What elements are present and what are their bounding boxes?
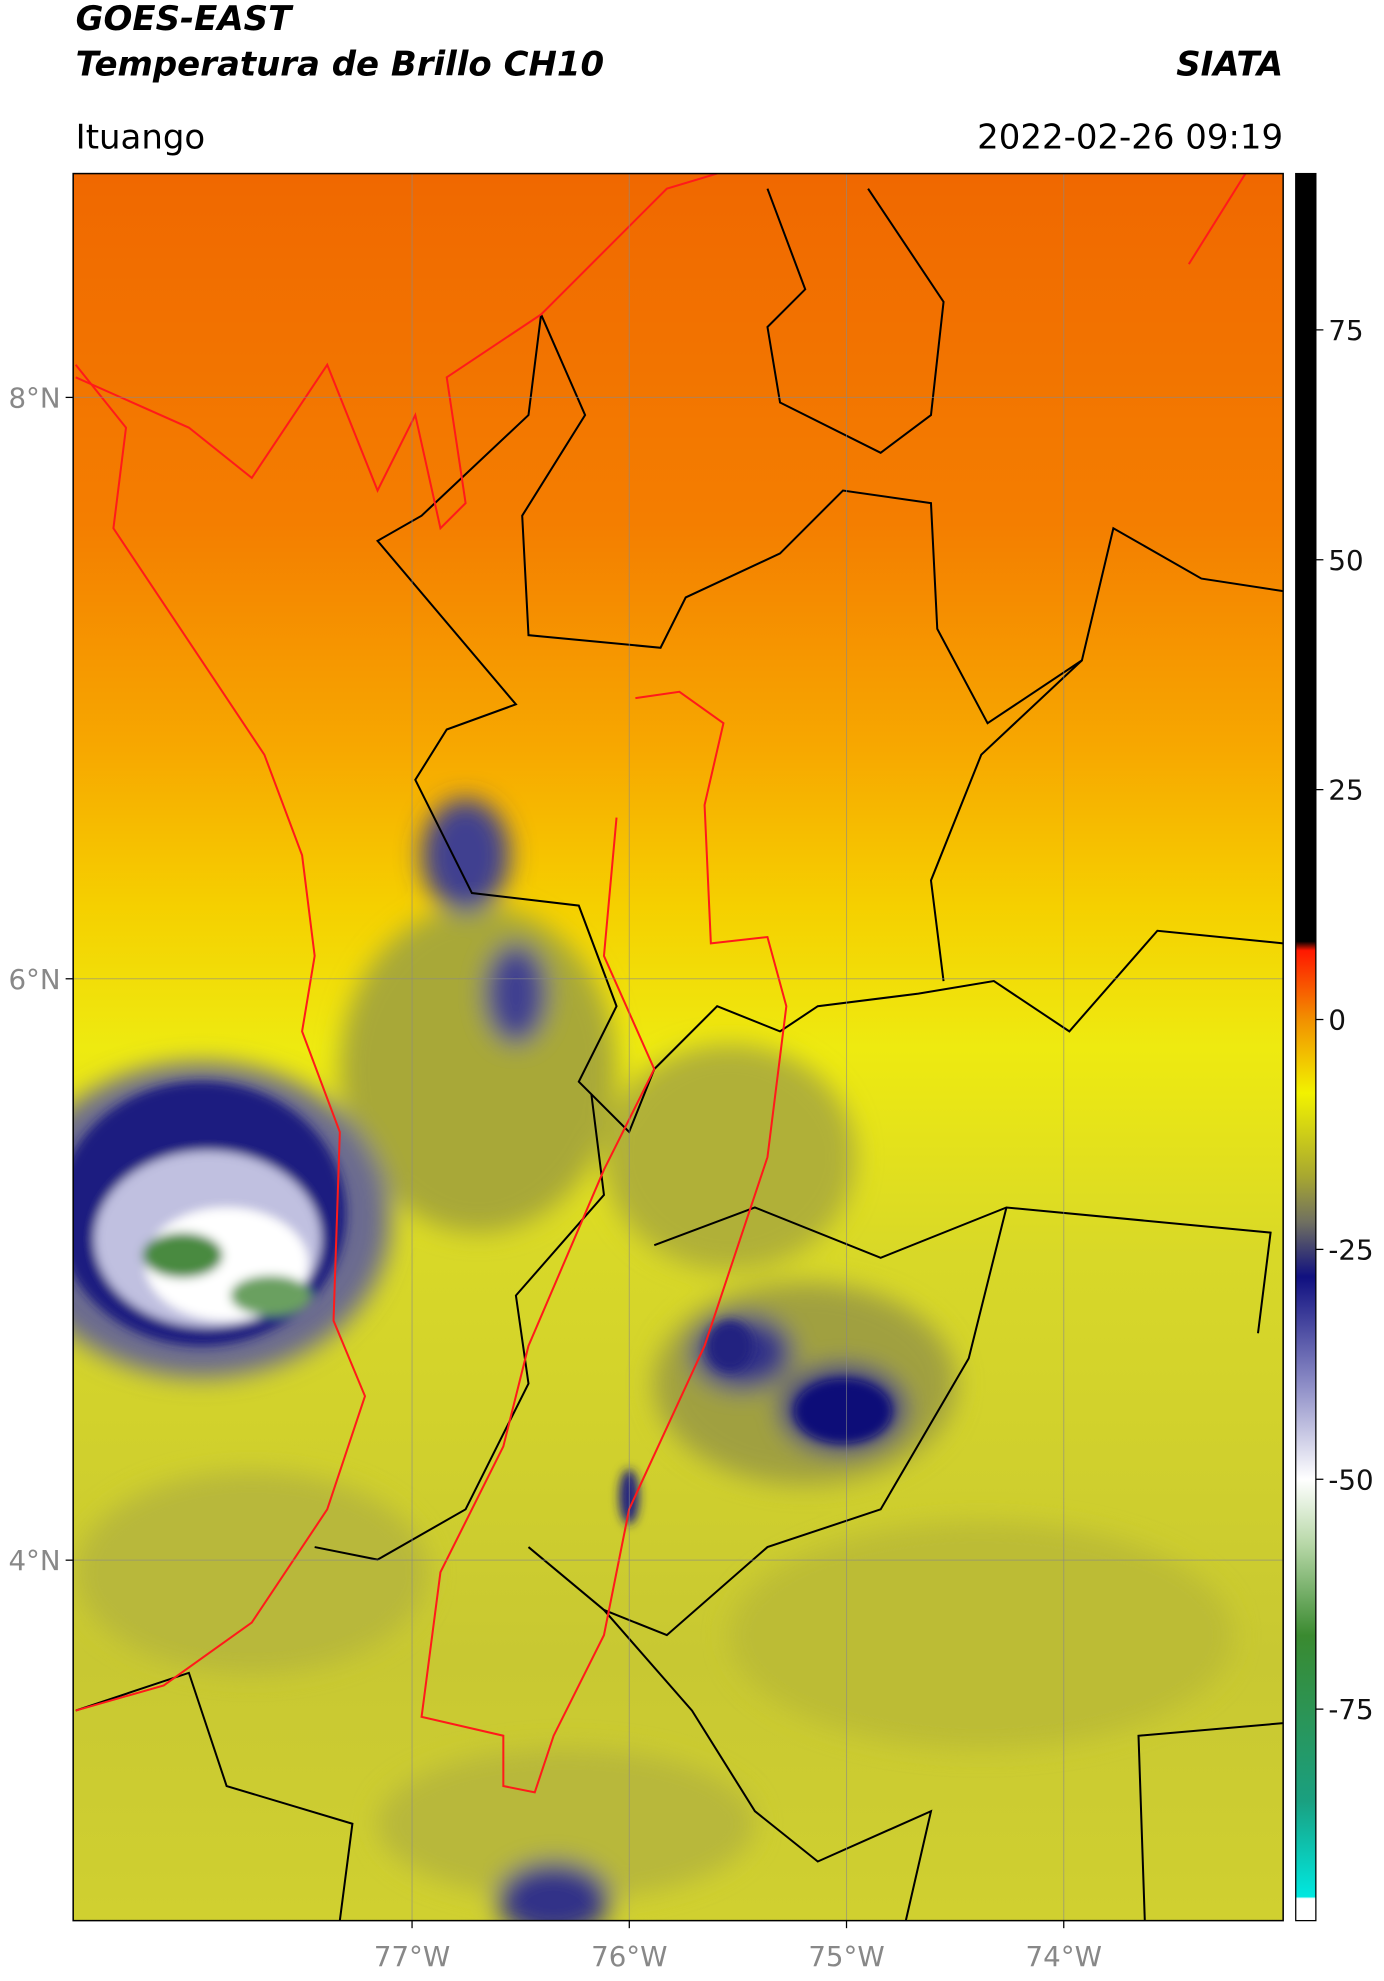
colorbar-tick-label: 25 [1328, 774, 1363, 807]
colorbar-tick-label: 50 [1328, 544, 1363, 577]
border [1137, 1722, 1284, 1921]
cloud [142, 1232, 223, 1278]
timestamp: 2022-02-26 09:19 [977, 117, 1283, 157]
outlines [74, 173, 1247, 1794]
coastline [74, 364, 367, 1712]
border [929, 659, 1083, 982]
location: Ituango [76, 117, 206, 157]
coastline [1187, 173, 1247, 265]
y-tick-label: 6°N [8, 963, 60, 996]
credit: SIATA [1176, 44, 1283, 84]
colorbar-tick-label: 75 [1328, 314, 1363, 347]
cloud [421, 798, 510, 912]
cloud [339, 905, 617, 1233]
map-frame [72, 172, 1284, 1922]
x-tick-label: 76°W [591, 1940, 667, 1973]
colorbar-tick-label: -25 [1328, 1233, 1373, 1266]
cloud [230, 1275, 311, 1316]
cloud [75, 1471, 428, 1673]
border [314, 1094, 606, 1561]
border [75, 1671, 354, 1921]
subtitle: Temperatura de Brillo CH10 [76, 44, 604, 84]
cloud [603, 1043, 856, 1271]
colorbar-tick-label: -50 [1328, 1463, 1373, 1496]
border [603, 1609, 933, 1921]
border [521, 314, 1284, 725]
grid [73, 173, 1284, 1921]
cloud [484, 943, 548, 1044]
coastline [75, 173, 718, 531]
x-tick-label: 74°W [1026, 1940, 1102, 1973]
colorbar-tick-label: -75 [1328, 1693, 1373, 1726]
y-tick-label: 8°N [8, 381, 60, 414]
x-tick-label: 75°W [808, 1940, 884, 1973]
storm-core [73, 1081, 891, 1525]
colorbar-tick-label: 0 [1328, 1004, 1346, 1037]
map-image [73, 173, 1284, 1921]
title: GOES-EAST [76, 0, 294, 39]
borders [75, 188, 1284, 1921]
cloud [729, 1521, 1233, 1749]
border [653, 1206, 1272, 1334]
border [376, 314, 1284, 1134]
border [766, 188, 945, 454]
cloud [707, 1320, 753, 1371]
x-tick-label: 77°W [374, 1940, 450, 1973]
region-outline [420, 690, 788, 1794]
cloud [377, 1748, 755, 1900]
cloud [497, 1861, 611, 1921]
colorbar [1295, 172, 1317, 1922]
cloud [795, 1379, 891, 1443]
y-tick-label: 4°N [8, 1544, 60, 1577]
